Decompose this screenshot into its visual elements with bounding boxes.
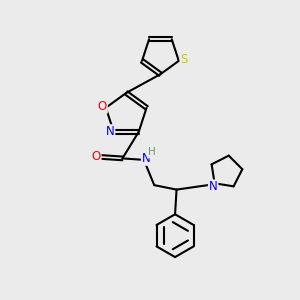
Text: N: N bbox=[142, 152, 151, 165]
Text: S: S bbox=[180, 53, 188, 66]
Text: O: O bbox=[92, 150, 100, 164]
Text: H: H bbox=[148, 148, 156, 158]
Text: N: N bbox=[106, 125, 115, 138]
Text: O: O bbox=[98, 100, 107, 113]
Text: N: N bbox=[209, 180, 218, 194]
